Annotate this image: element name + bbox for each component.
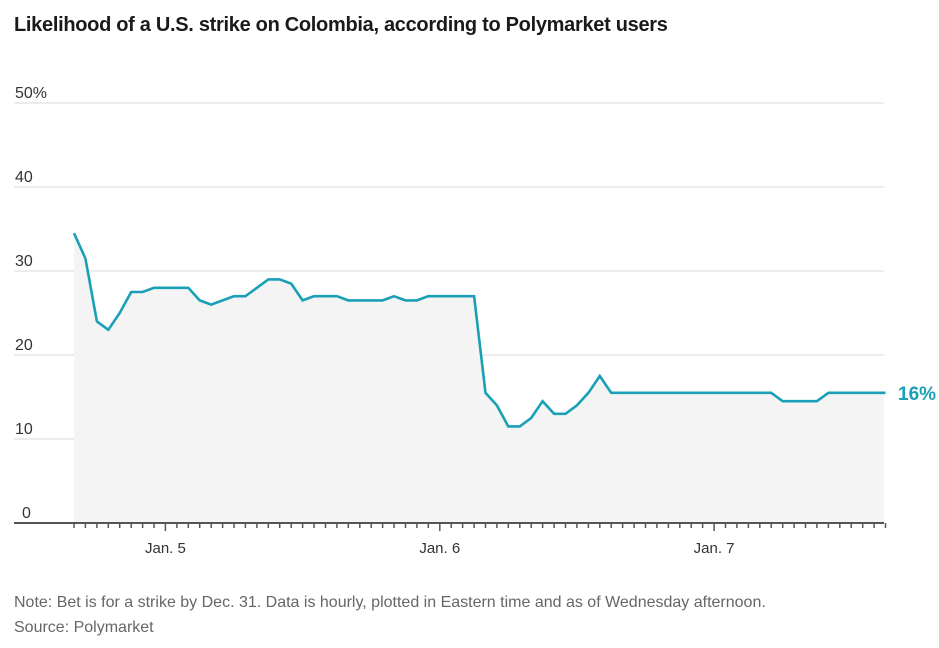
- x-axis-ticks: Jan. 5 Jan. 6 Jan. 7: [73, 523, 887, 557]
- end-value-label: 16%: [898, 384, 936, 405]
- y-tick-label: 0: [22, 505, 31, 522]
- source-text: Source: Polymarket: [14, 619, 154, 636]
- y-tick-label: 50%: [15, 85, 47, 102]
- area-fill: [74, 233, 886, 523]
- y-tick-label: 40: [15, 169, 33, 186]
- x-tick-label: Jan. 5: [145, 540, 186, 557]
- data-line: [72, 232, 886, 428]
- note-text: Note: Bet is for a strike by Dec. 31. Da…: [14, 594, 766, 611]
- x-tick-label: Jan. 7: [694, 540, 735, 557]
- y-axis-labels: 0 10 20 30 40 50%: [15, 85, 47, 522]
- x-tick-label: Jan. 6: [419, 540, 460, 557]
- chart-title: Likelihood of a U.S. strike on Colombia,…: [14, 14, 668, 36]
- y-tick-label: 20: [15, 337, 33, 354]
- chart-footnote: Note: Bet is for a strike by Dec. 31. Da…: [14, 590, 766, 640]
- y-tick-label: 30: [15, 253, 33, 270]
- y-tick-label: 10: [15, 421, 33, 438]
